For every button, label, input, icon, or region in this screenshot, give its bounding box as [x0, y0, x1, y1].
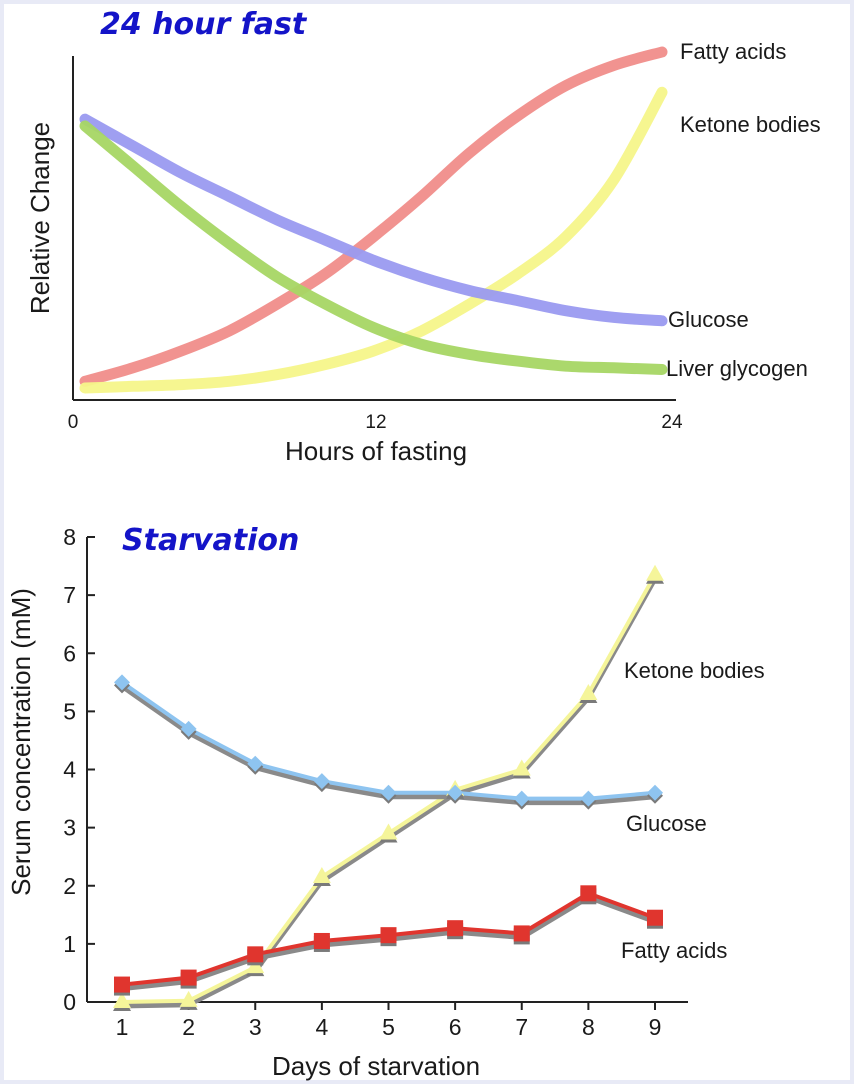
chart2-x-tick-label: 5 [382, 1014, 395, 1040]
chart2-point-glucose [247, 755, 264, 772]
chart2-point-fatty-acids [380, 927, 397, 944]
chart1-series-label-glucose: Glucose [668, 307, 749, 332]
chart1-series-label-liver-glycogen: Liver glycogen [666, 356, 808, 381]
chart2-point-ketone-bodies [379, 823, 398, 840]
chart-24-hour-fast: 24 hour fast Relative Change Hours of fa… [25, 7, 821, 466]
chart1-series [79, 46, 668, 394]
chart2-point-glucose [380, 784, 397, 801]
chart2-y-tick-label: 2 [63, 873, 76, 899]
chart2-x-tick-label: 7 [515, 1014, 528, 1040]
chart2-point-ketone-bodies [179, 990, 198, 1007]
chart2-point-fatty-acids [114, 976, 130, 993]
chart2-y-tick-label: 6 [63, 640, 76, 666]
chart1-x-axis-label: Hours of fasting [285, 436, 467, 466]
chart2-series [113, 564, 664, 1011]
chart1-x-ticks: 0 12 24 [68, 412, 683, 433]
chart2-point-ketone-bodies [579, 683, 598, 700]
chart1-series-labels: Fatty acids Ketone bodies Glucose Liver gly… [666, 39, 821, 381]
chart2-series-label-fatty-acids: Fatty acids [621, 938, 727, 963]
chart2-point-fatty-acids [247, 946, 264, 963]
chart2-x-tick-label: 6 [449, 1014, 462, 1040]
chart2-x-axis-label: Days of starvation [272, 1051, 480, 1081]
chart2-point-fatty-acids [647, 909, 663, 926]
chart2-point-fatty-acids [313, 932, 330, 949]
chart1-line-fatty-acids [79, 46, 668, 387]
chart2-point-glucose [180, 720, 197, 737]
chart2-series-label-ketone-bodies: Ketone bodies [624, 658, 765, 683]
chart1-line-ketone-bodies [79, 86, 668, 394]
chart1-series-label-fatty-acids: Fatty acids [680, 39, 786, 64]
chart2-y-axis-label: Serum concentration (mM) [6, 588, 36, 896]
chart2-x-tick-label: 4 [315, 1014, 328, 1040]
chart2-point-ketone-bodies [512, 759, 531, 776]
chart2-series-labels: Ketone bodies Glucose Fatty acids [621, 658, 765, 963]
chart1-x-tick-label: 12 [365, 412, 386, 433]
chart2-x-tick-label: 2 [182, 1014, 195, 1040]
chart2-title: Starvation [122, 523, 299, 558]
chart-starvation: Starvation Serum concentration (mM) Days… [6, 523, 765, 1081]
chart2-point-glucose [313, 773, 330, 790]
chart1-line-glucose [79, 113, 668, 327]
chart2-x-tick-label: 8 [582, 1014, 595, 1040]
chart2-point-ketone-bodies [646, 564, 664, 581]
chart2-point-glucose [580, 790, 597, 807]
chart1-line-liver-glycogen [79, 120, 668, 375]
chart2-point-fatty-acids [513, 925, 530, 942]
chart2-y-tick-label: 8 [63, 524, 76, 550]
chart2-y-tick-label: 1 [63, 931, 76, 957]
chart2-point-glucose [513, 790, 530, 807]
chart2-point-glucose [447, 784, 464, 801]
chart2-point-ketone-bodies [312, 867, 331, 884]
chart1-y-axis-label: Relative Change [25, 122, 55, 314]
chart2-point-glucose [647, 784, 663, 801]
chart2-y-tick-label: 0 [63, 989, 76, 1015]
chart2-point-glucose [114, 674, 130, 691]
chart2-y-tick-label: 4 [63, 757, 76, 783]
chart2-y-tick-label: 3 [63, 815, 76, 841]
chart1-title: 24 hour fast [100, 7, 308, 42]
chart2-y-tick-label: 7 [63, 582, 76, 608]
chart2-y-tick-label: 5 [63, 698, 76, 724]
chart1-x-tick-label: 24 [661, 412, 683, 433]
chart2-x-tick-label: 1 [116, 1014, 129, 1040]
chart2-point-fatty-acids [447, 920, 464, 937]
chart2-point-ketone-bodies [113, 992, 131, 1008]
chart2-ticks: 0 1 2 3 4 5 6 7 8 1 2 3 4 5 6 7 8 9 [63, 524, 661, 1040]
chart2-point-fatty-acids [580, 885, 597, 902]
chart2-series-label-glucose: Glucose [626, 811, 707, 836]
chart2-x-tick-label: 9 [649, 1014, 662, 1040]
chart1-x-tick-label: 0 [68, 412, 79, 433]
chart2-x-tick-label: 3 [249, 1014, 262, 1040]
chart1-series-label-ketone-bodies: Ketone bodies [680, 112, 821, 137]
chart2-point-fatty-acids [180, 969, 197, 986]
